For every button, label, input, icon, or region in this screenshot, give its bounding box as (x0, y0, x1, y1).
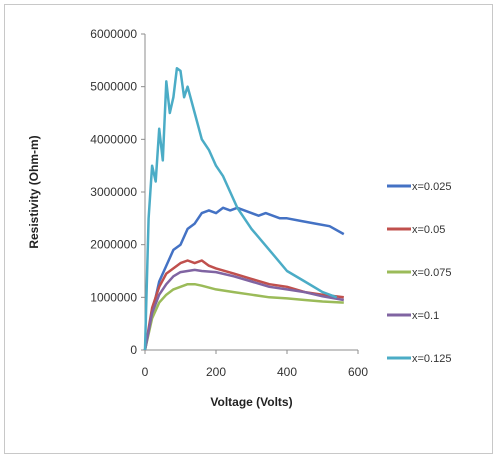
chart-frame (4, 4, 493, 454)
x-tick-label: 600 (348, 365, 368, 379)
legend-label-5: x=0.125 (412, 353, 451, 365)
legend: x=0.025 x=0.05 x=0.075 x=0.1 x=0.125 (387, 181, 451, 365)
y-tick-label: 2000000 (90, 238, 137, 252)
series-line-5 (143, 66, 338, 351)
y-tick-label: 6000000 (90, 27, 137, 41)
legend-label-2: x=0.05 (412, 224, 445, 236)
series-line-3 (143, 282, 344, 351)
legend-label-1: x=0.025 (412, 181, 451, 193)
series-line-4 (143, 268, 345, 351)
x-tick-labels: 0 200 400 600 (142, 350, 368, 379)
x-tick-label: 0 (142, 365, 149, 379)
y-axis-title: Resistivity (Ohm-m) (27, 135, 41, 248)
series-line-1 (143, 206, 345, 351)
legend-label-3: x=0.075 (412, 267, 451, 279)
y-tick-label: 5000000 (90, 80, 137, 94)
x-tick-label: 200 (206, 365, 226, 379)
y-tick-labels: 0 1000000 2000000 3000000 4000000 5000000 6000… (90, 27, 145, 357)
x-tick-label: 400 (277, 365, 297, 379)
x-axis-title: Voltage (Volts) (210, 395, 292, 409)
y-tick-label: 3000000 (90, 185, 137, 199)
series-lines (143, 66, 345, 351)
y-tick-label: 0 (130, 343, 137, 357)
y-tick-label: 4000000 (90, 132, 137, 146)
series-line-2 (143, 259, 344, 351)
y-tick-label: 1000000 (90, 290, 137, 304)
legend-label-4: x=0.1 (412, 310, 439, 322)
